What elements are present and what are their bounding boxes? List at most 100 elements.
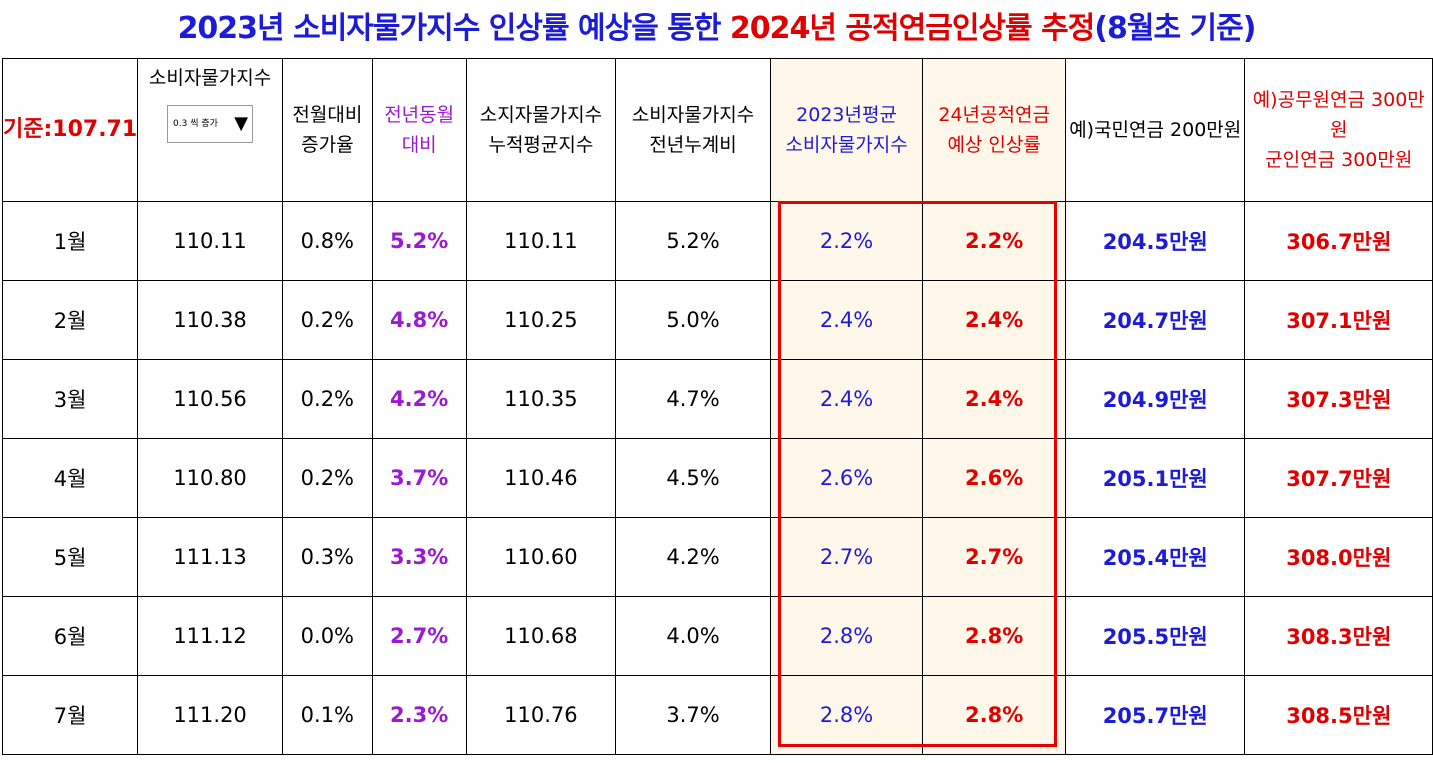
cumulative-cell: 110.46 xyxy=(465,438,617,518)
month-cell: 6월 xyxy=(1,596,139,676)
average-cpi-header-line1: 2023년평균 xyxy=(796,104,897,126)
national-pension-cell: 205.1만원 xyxy=(1064,438,1246,518)
estimated-rate-header: 24년공적연금 예상 인상률 xyxy=(922,58,1066,202)
estimated-rate-cell: 2.4% xyxy=(922,359,1066,439)
yoy-header-line1: 전년동월 xyxy=(384,104,455,126)
mom-cell: 0.3% xyxy=(281,517,373,597)
national-pension-cell: 205.5만원 xyxy=(1064,596,1246,676)
gov-pension-cell: 307.7만원 xyxy=(1244,438,1433,518)
mom-cell: 0.2% xyxy=(281,280,373,360)
yoy-cell: 3.3% xyxy=(371,517,467,597)
mom-cell: 0.8% xyxy=(281,201,373,281)
cumulative-header: 소지자물가지수 누적평균지수 xyxy=(465,58,617,202)
cumulative-yoy-cell: 5.0% xyxy=(615,280,771,360)
estimated-rate-cell: 2.8% xyxy=(922,675,1066,755)
month-cell: 1월 xyxy=(1,201,139,281)
gov-pension-cell: 308.3만원 xyxy=(1244,596,1433,676)
national-pension-cell: 205.7만원 xyxy=(1064,675,1246,755)
national-pension-cell: 204.5만원 xyxy=(1064,201,1246,281)
gov-pension-header: 예)공무원연금 300만원 군인연금 300만원 xyxy=(1244,58,1433,202)
table-row: 4월 110.80 0.2% 3.7% 110.46 4.5% 2.6% 2.6… xyxy=(1,438,1433,518)
yoy-header: 전년동월 대비 xyxy=(371,58,467,202)
gov-pension-cell: 308.0만원 xyxy=(1244,517,1433,597)
cumulative-cell: 110.25 xyxy=(465,280,617,360)
average-cpi-cell: 2.2% xyxy=(769,201,924,281)
national-pension-header: 예)국민연금 200만원 xyxy=(1064,58,1246,202)
estimated-rate-header-line1: 24년공적연금 xyxy=(938,104,1050,126)
cumulative-yoy-cell: 4.0% xyxy=(615,596,771,676)
cumulative-yoy-header-line1: 소비자물가지수 xyxy=(631,104,755,126)
table-row: 3월 110.56 0.2% 4.2% 110.35 4.7% 2.4% 2.4… xyxy=(1,359,1433,439)
yoy-cell: 3.7% xyxy=(371,438,467,518)
national-pension-cell: 204.9만원 xyxy=(1064,359,1246,439)
average-cpi-header: 2023년평균 소비자물가지수 xyxy=(769,58,924,202)
cumulative-yoy-cell: 3.7% xyxy=(615,675,771,755)
cpi-header: 소비자물가지수 0.3 씩 증가 ▼ xyxy=(137,58,283,202)
mom-header-line2: 증가율 xyxy=(301,134,354,156)
mom-header-line1: 전월대비 xyxy=(292,104,363,126)
table-row: 7월 111.20 0.1% 2.3% 110.76 3.7% 2.8% 2.8… xyxy=(1,675,1433,755)
yoy-header-line2: 대비 xyxy=(401,134,437,156)
cpi-cell: 110.56 xyxy=(137,359,283,439)
cpi-cell: 111.12 xyxy=(137,596,283,676)
month-cell: 2월 xyxy=(1,280,139,360)
base-index-label: 기준:107.71 xyxy=(3,117,138,142)
estimated-rate-cell: 2.6% xyxy=(922,438,1066,518)
gov-pension-cell: 307.3만원 xyxy=(1244,359,1433,439)
table-row: 1월 110.11 0.8% 5.2% 110.11 5.2% 2.2% 2.2… xyxy=(1,201,1433,281)
average-cpi-cell: 2.7% xyxy=(769,517,924,597)
cumulative-header-line2: 누적평균지수 xyxy=(488,134,594,156)
month-cell: 7월 xyxy=(1,675,139,755)
cumulative-cell: 110.11 xyxy=(465,201,617,281)
estimated-rate-cell: 2.7% xyxy=(922,517,1066,597)
mom-cell: 0.2% xyxy=(281,438,373,518)
estimated-rate-cell: 2.2% xyxy=(922,201,1066,281)
increment-dropdown[interactable]: 0.3 씩 증가 ▼ xyxy=(167,105,254,143)
month-cell: 4월 xyxy=(1,438,139,518)
cpi-cell: 111.13 xyxy=(137,517,283,597)
yoy-cell: 2.7% xyxy=(371,596,467,676)
average-cpi-cell: 2.4% xyxy=(769,359,924,439)
mom-cell: 0.1% xyxy=(281,675,373,755)
cumulative-cell: 110.35 xyxy=(465,359,617,439)
cumulative-yoy-cell: 4.7% xyxy=(615,359,771,439)
average-cpi-cell: 2.6% xyxy=(769,438,924,518)
yoy-cell: 2.3% xyxy=(371,675,467,755)
month-cell: 3월 xyxy=(1,359,139,439)
table-row: 5월 111.13 0.3% 3.3% 110.60 4.2% 2.7% 2.7… xyxy=(1,517,1433,597)
title-part-3: (8월초 기준) xyxy=(1094,11,1256,46)
yoy-cell: 4.2% xyxy=(371,359,467,439)
title-part-1: 2023년 소비자물가지수 인상률 예상을 통한 xyxy=(177,11,730,46)
cumulative-header-line1: 소지자물가지수 xyxy=(479,104,603,126)
cpi-header-label: 소비자물가지수 xyxy=(148,67,272,89)
cumulative-yoy-header-line2: 전년누계비 xyxy=(649,134,737,156)
yoy-cell: 5.2% xyxy=(371,201,467,281)
yoy-cell: 4.8% xyxy=(371,280,467,360)
mom-cell: 0.2% xyxy=(281,359,373,439)
cpi-cell: 111.20 xyxy=(137,675,283,755)
cumulative-yoy-cell: 4.2% xyxy=(615,517,771,597)
base-index-header: 기준:107.71 xyxy=(1,58,139,202)
cpi-cell: 110.80 xyxy=(137,438,283,518)
cpi-cell: 110.11 xyxy=(137,201,283,281)
cumulative-cell: 110.76 xyxy=(465,675,617,755)
average-cpi-cell: 2.4% xyxy=(769,280,924,360)
cumulative-yoy-cell: 5.2% xyxy=(615,201,771,281)
estimated-rate-cell: 2.8% xyxy=(922,596,1066,676)
table-row: 6월 111.12 0.0% 2.7% 110.68 4.0% 2.8% 2.8… xyxy=(1,596,1433,676)
estimated-rate-cell: 2.4% xyxy=(922,280,1066,360)
cumulative-cell: 110.60 xyxy=(465,517,617,597)
dropdown-selected-value: 0.3 씩 증가 xyxy=(173,119,218,129)
month-cell: 5월 xyxy=(1,517,139,597)
header-row: 기준:107.71 소비자물가지수 0.3 씩 증가 ▼ 전월대비 증가율 전년… xyxy=(1,58,1433,202)
national-pension-cell: 205.4만원 xyxy=(1064,517,1246,597)
title-part-2: 2024년 공적연금인상률 추정 xyxy=(729,11,1095,46)
average-cpi-header-line2: 소비자물가지수 xyxy=(785,134,908,156)
triangle-down-icon[interactable]: ▼ xyxy=(234,113,249,134)
cumulative-yoy-cell: 4.5% xyxy=(615,438,771,518)
national-pension-header-label: 예)국민연금 200만원 xyxy=(1069,119,1242,141)
gov-pension-cell: 306.7만원 xyxy=(1244,201,1433,281)
mom-header: 전월대비 증가율 xyxy=(281,58,373,202)
estimated-rate-header-line2: 예상 인상률 xyxy=(947,134,1041,156)
gov-pension-cell: 308.5만원 xyxy=(1244,675,1433,755)
